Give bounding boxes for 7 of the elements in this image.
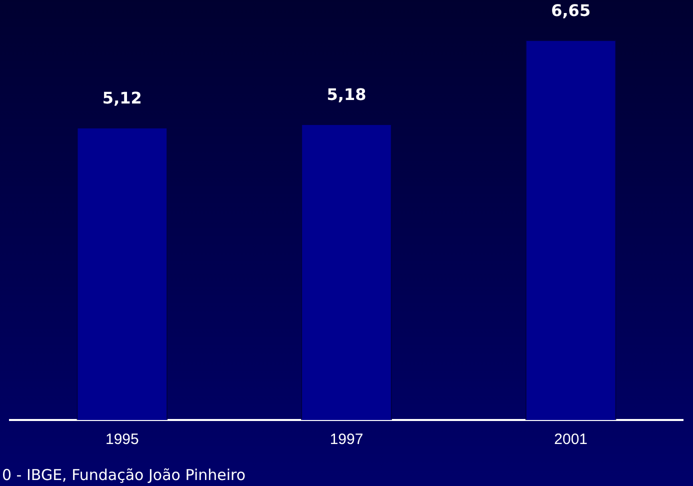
x-tick-label: 1997: [330, 431, 364, 448]
text: 0 - IBGE, Fundação João Pinheiro: [2, 466, 246, 484]
data-label: 5,12: [102, 88, 142, 108]
data-label: 5,18: [326, 85, 366, 104]
x-tick-label: 2001: [554, 431, 588, 448]
data-label: 6,65: [551, 1, 591, 20]
x-tick-label: 1995: [105, 431, 139, 448]
